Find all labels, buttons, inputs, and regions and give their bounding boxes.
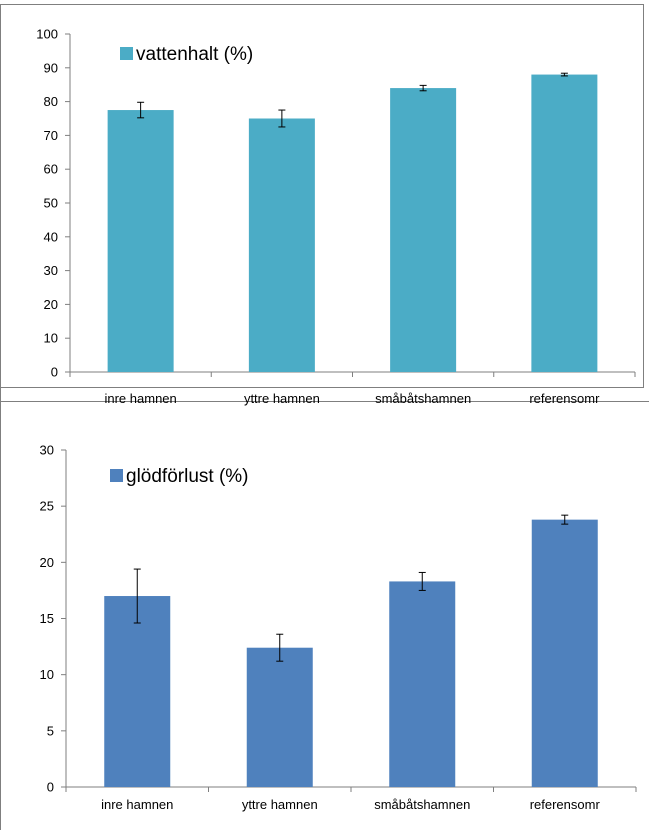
bar	[390, 88, 457, 372]
y-tick-label: 10	[40, 667, 54, 682]
frame-top	[0, 4, 643, 5]
frame-right-top	[643, 4, 644, 388]
y-tick-label: 90	[44, 60, 58, 75]
y-tick-label: 80	[44, 94, 58, 109]
legend-label: vattenhalt (%)	[136, 44, 253, 65]
bar	[246, 647, 313, 787]
x-tick-label: småbåtshamnen	[375, 391, 471, 406]
legend-swatch	[110, 469, 123, 482]
x-tick-label: yttre hamnen	[242, 797, 318, 812]
y-tick-label: 30	[40, 443, 54, 458]
y-tick-label: 20	[44, 297, 58, 312]
bar	[389, 581, 456, 787]
bar	[531, 519, 598, 787]
x-tick-label: inre hamnen	[104, 391, 176, 406]
bar	[104, 596, 171, 787]
bar	[248, 118, 315, 372]
y-tick-label: 50	[44, 196, 58, 211]
frame-separator-2	[0, 401, 649, 402]
y-tick-label: 20	[40, 555, 54, 570]
y-tick-label: 0	[51, 365, 58, 380]
y-tick-label: 0	[47, 780, 54, 795]
y-tick-label: 100	[36, 27, 58, 42]
frame-separator	[0, 387, 643, 388]
y-tick-label: 30	[44, 263, 58, 278]
chart-glodforlust: 0 5 10 15 20 25 30 inre hamnen yttre hamnen småbå…	[40, 443, 637, 812]
y-tick-label: 40	[44, 229, 58, 244]
y-tick-label: 5	[47, 723, 54, 738]
y-tick-label: 70	[44, 128, 58, 143]
y-tick-label: 15	[40, 611, 54, 626]
frame-left	[0, 4, 1, 830]
legend-label: glödförlust (%)	[126, 466, 249, 487]
x-tick-label: referensomr	[529, 391, 600, 406]
x-tick-label: småbåtshamnen	[374, 797, 470, 812]
y-tick-label: 60	[44, 162, 58, 177]
legend-swatch	[120, 47, 133, 60]
y-tick-label: 25	[40, 499, 54, 514]
bar	[531, 74, 598, 372]
y-tick-label: 10	[44, 331, 58, 346]
x-tick-label: yttre hamnen	[244, 391, 320, 406]
bar	[107, 110, 174, 373]
chart-vattenhalt: 0 10 20 30 40 50 60 70 80 90 100 inre hamnen yttre h…	[36, 27, 636, 406]
x-tick-label: referensomr	[530, 797, 601, 812]
x-tick-label: inre hamnen	[101, 797, 173, 812]
